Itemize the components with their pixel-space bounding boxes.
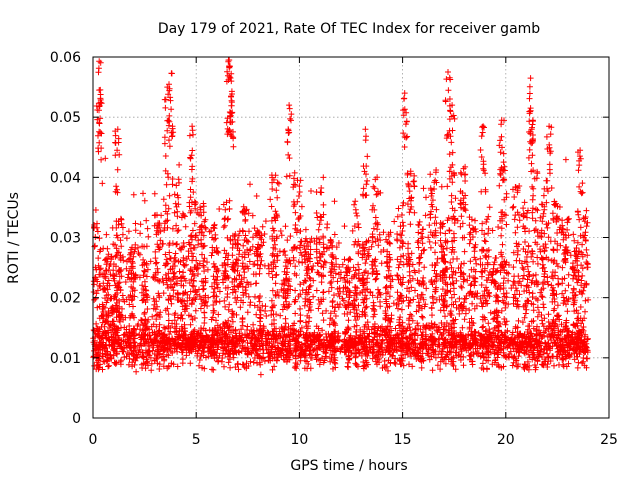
y-tick-label: 0.06 <box>50 50 81 66</box>
x-tick-label: 5 <box>192 432 201 448</box>
x-tick-label: 25 <box>600 432 618 448</box>
y-tick-label: 0.01 <box>50 351 81 367</box>
x-tick-label: 0 <box>89 432 98 448</box>
y-axis-label: ROTI / TECUs <box>6 192 22 284</box>
x-tick-label: 20 <box>497 432 515 448</box>
y-tick-label: 0.05 <box>50 110 81 126</box>
y-tick-label: 0.04 <box>50 170 81 186</box>
x-axis-label: GPS time / hours <box>290 458 407 474</box>
x-tick-label: 10 <box>290 432 308 448</box>
x-tick-label: 15 <box>394 432 412 448</box>
roti-points <box>90 57 592 378</box>
chart-title: Day 179 of 2021, Rate Of TEC Index for r… <box>158 21 540 37</box>
y-tick-label: 0 <box>72 411 81 427</box>
y-tick-label: 0.03 <box>50 231 81 247</box>
y-tick-label: 0.02 <box>50 291 81 307</box>
roti-markers <box>90 57 592 378</box>
axis-ticks: 0 5 10 15 20 25 0 0.01 0.02 0.03 0.04 0.05 0.06 <box>50 50 618 448</box>
